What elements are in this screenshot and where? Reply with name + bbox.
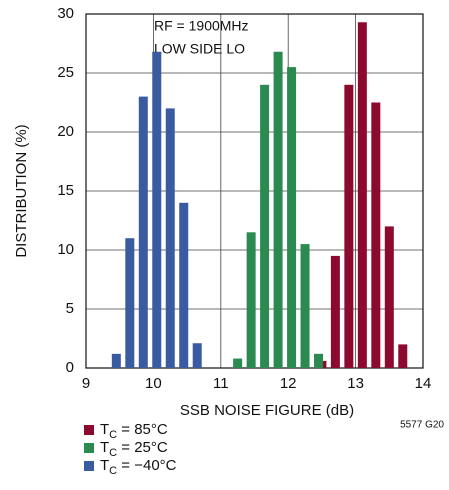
legend-swatch [84, 461, 94, 471]
legend-subscript: C [109, 447, 117, 459]
legend-swatch [84, 425, 94, 435]
y-tick-label: 25 [57, 64, 74, 81]
legend-subscript: C [109, 465, 117, 477]
bar [371, 102, 381, 368]
bar [246, 232, 256, 368]
bar [125, 238, 135, 368]
annotation: LOW SIDE LO [154, 41, 245, 57]
y-tick-label: 10 [57, 241, 74, 258]
bar [192, 343, 202, 368]
x-tick-label: 13 [347, 375, 364, 392]
x-tick-label: 11 [213, 375, 229, 392]
note: 5577 G20 [400, 420, 444, 431]
bar [273, 51, 283, 368]
y-tick-label: 20 [57, 123, 74, 140]
bar [233, 358, 243, 368]
legend-text: T [100, 457, 109, 474]
y-tick-label: 15 [57, 182, 74, 199]
x-tick-label: 14 [415, 375, 432, 392]
bar [111, 353, 121, 368]
legend-text: T [100, 439, 109, 456]
bar [300, 244, 310, 368]
legend-swatch [84, 443, 94, 453]
bar [330, 255, 340, 368]
bar [287, 67, 297, 368]
legend-text: = −40°C [117, 457, 177, 474]
x-tick-label: 10 [145, 375, 162, 392]
y-tick-label: 0 [66, 359, 74, 376]
y-tick-label: 5 [66, 300, 74, 317]
legend-text: T [100, 421, 109, 438]
legend-subscript: C [109, 429, 117, 441]
bar [384, 226, 394, 368]
legend-label: TC = 25°C [100, 439, 168, 459]
bar [260, 84, 270, 369]
x-tick-label: 12 [280, 375, 297, 392]
y-tick-label: 30 [57, 5, 74, 22]
legend-text: = 85°C [117, 421, 168, 438]
annotation: RF = 1900MHz [154, 18, 249, 34]
bar [138, 96, 148, 368]
legend-label: TC = −40°C [100, 457, 177, 477]
x-tick-label: 9 [82, 375, 90, 392]
bar [344, 84, 354, 369]
legend-label: TC = 85°C [100, 421, 168, 441]
bar [314, 353, 324, 368]
bar [179, 202, 189, 368]
y-axis-label: DISTRIBUTION (%) [13, 124, 30, 257]
bar [152, 51, 162, 368]
bar [398, 344, 408, 368]
x-axis-label: SSB NOISE FIGURE (dB) [180, 402, 354, 419]
legend-text: = 25°C [117, 439, 168, 456]
bar [165, 108, 175, 369]
bar [357, 22, 367, 368]
